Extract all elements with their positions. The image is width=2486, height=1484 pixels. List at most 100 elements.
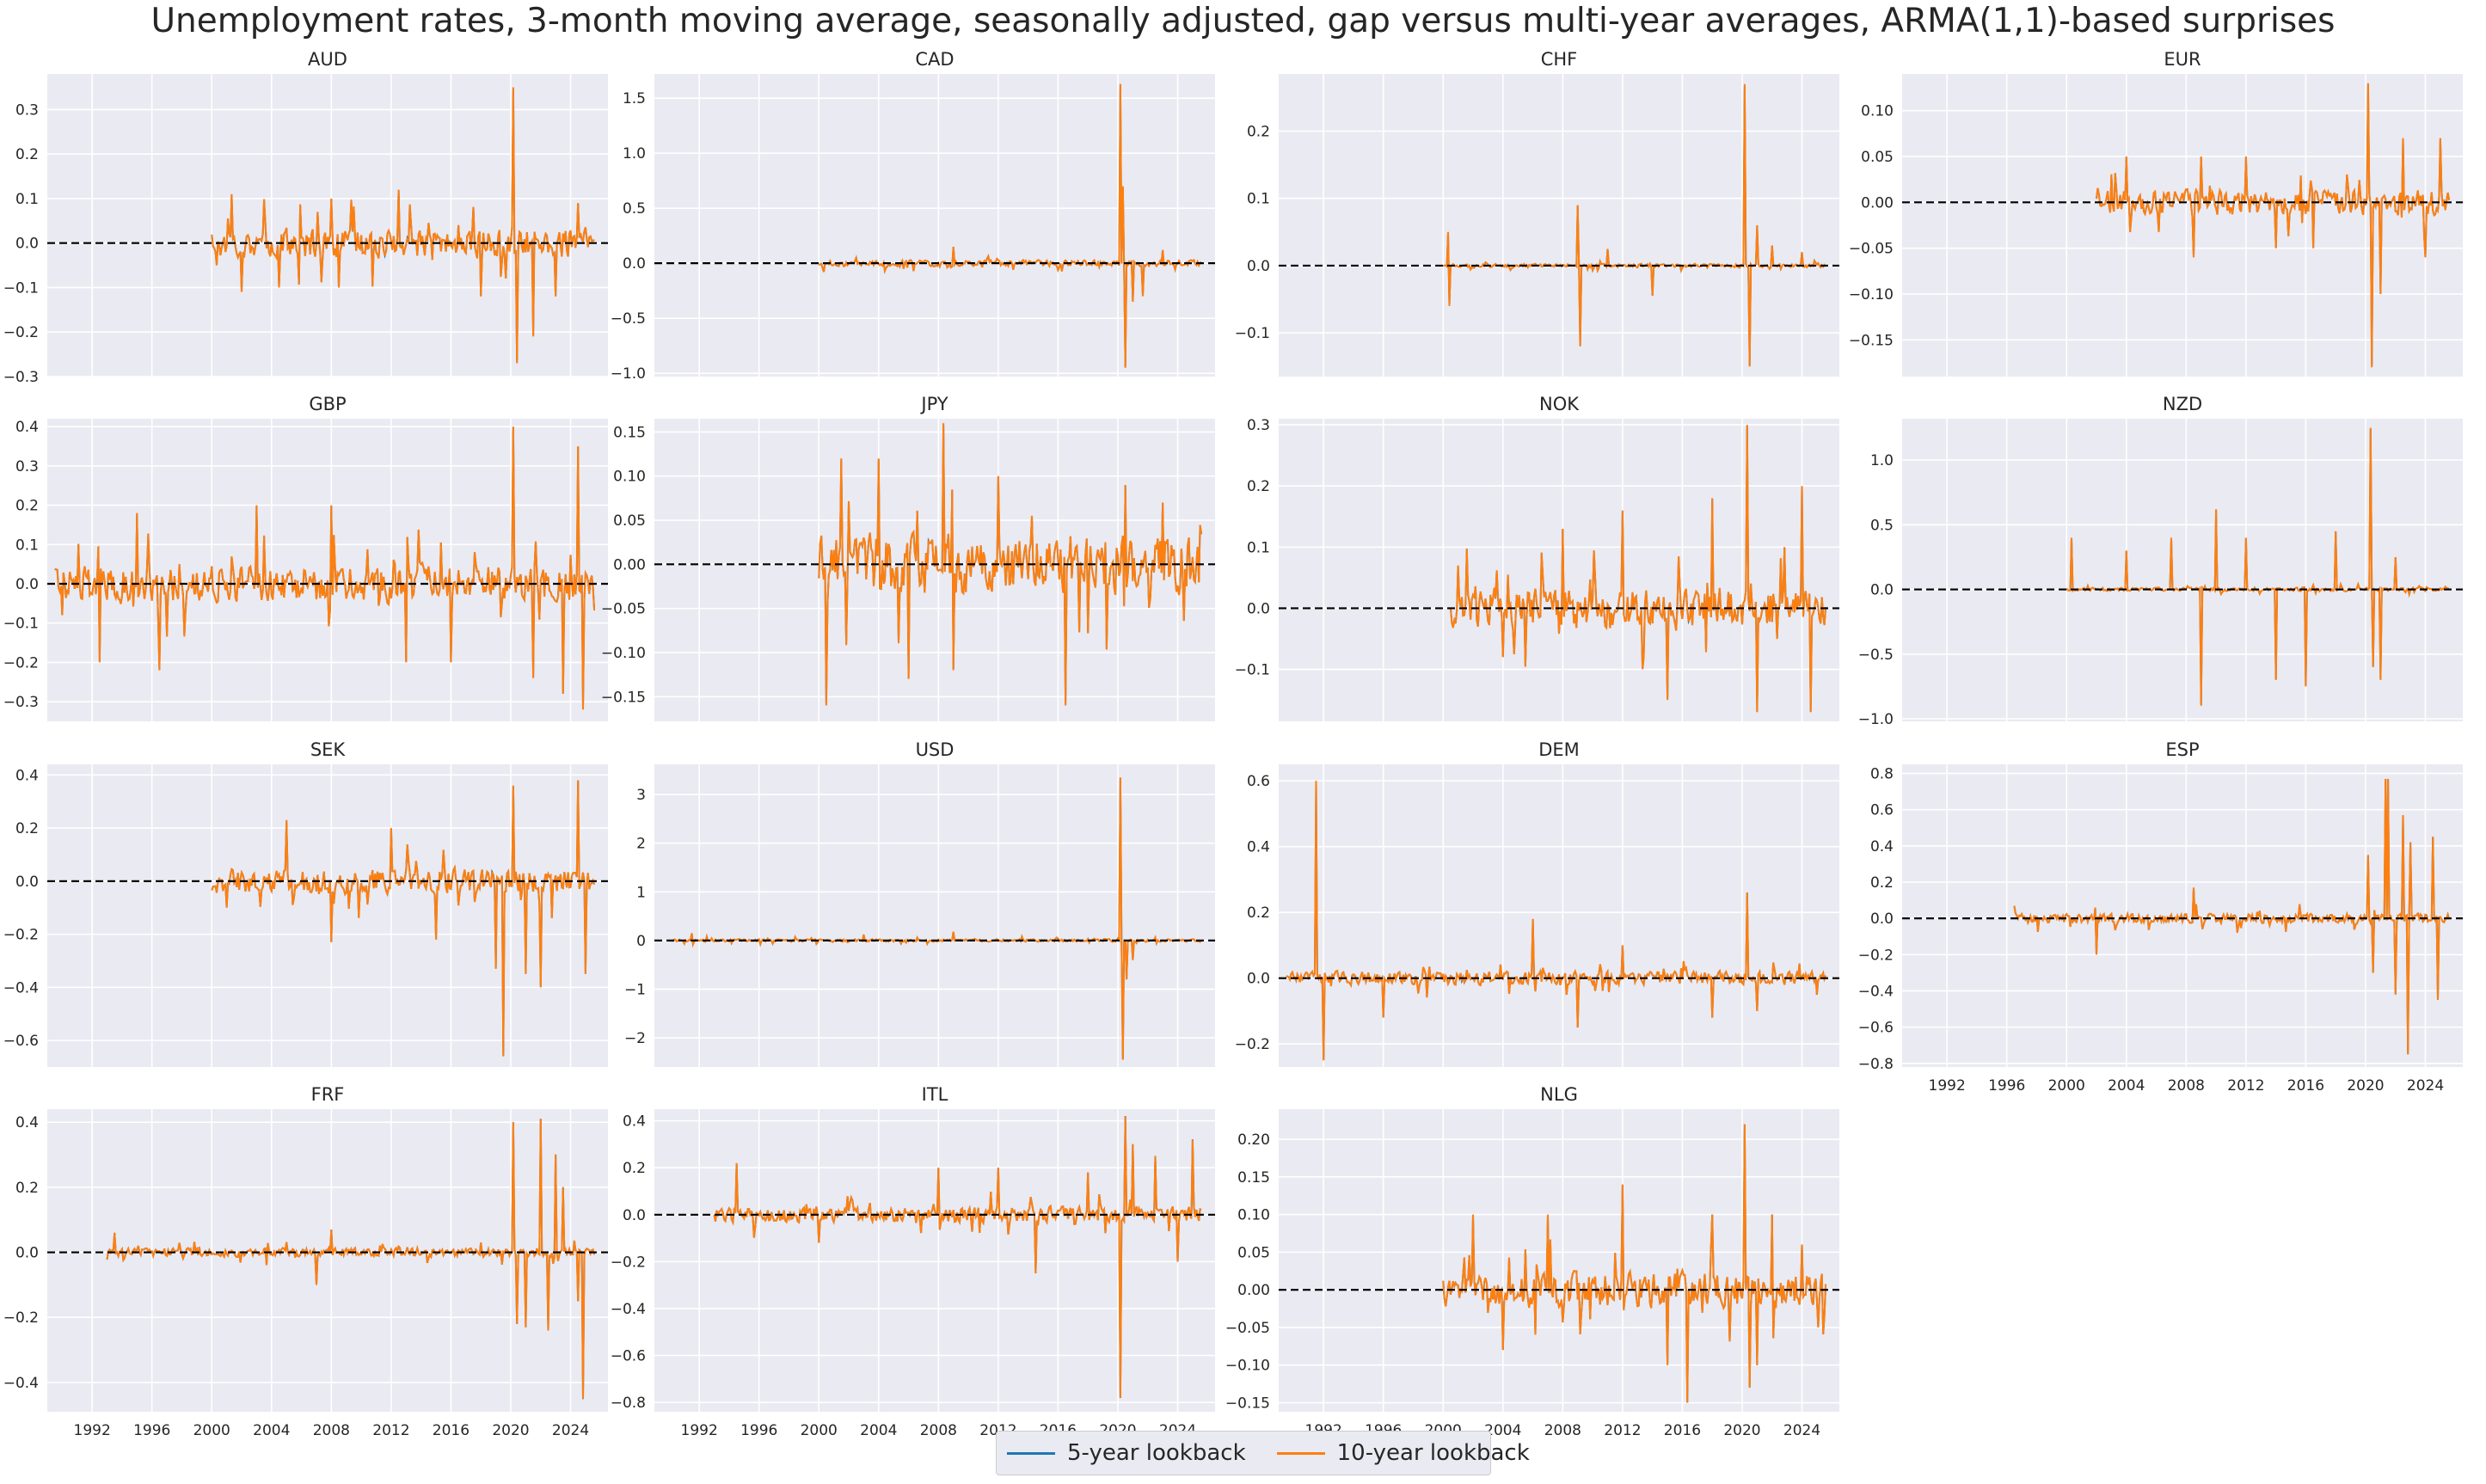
y-tick-label: 0.0 xyxy=(1870,911,1894,928)
panel-title: NLG xyxy=(1540,1084,1578,1105)
panel-chf: −0.1 0.0 0.1 0.2 CHF xyxy=(1235,49,1839,377)
x-tick-label: 2000 xyxy=(801,1422,838,1439)
x-tick-label: 1992 xyxy=(74,1422,111,1439)
y-tick-label: 0.1 xyxy=(15,191,39,208)
y-tick-label: −0.3 xyxy=(3,369,39,386)
y-tick-label: −0.1 xyxy=(3,279,39,297)
legend-label-5-year: 5-year lookback xyxy=(1067,1440,1246,1466)
chart-title: Unemployment rates, 3-month moving avera… xyxy=(150,2,2336,40)
panel-background xyxy=(654,764,1215,1067)
y-tick-label: 1.0 xyxy=(1870,452,1894,469)
y-tick-label: 0.0 xyxy=(1247,258,1270,275)
y-tick-label: −0.1 xyxy=(3,616,39,633)
panel-title: EUR xyxy=(2164,49,2201,70)
y-tick-label: −2 xyxy=(624,1030,646,1047)
x-tick-label: 2024 xyxy=(1783,1422,1820,1439)
series-line-10-year xyxy=(2096,83,2451,368)
x-tick-label: 1996 xyxy=(133,1422,170,1439)
panel-title: USD xyxy=(916,739,955,760)
y-tick-label: 0.1 xyxy=(15,537,39,554)
y-tick-label: −0.8 xyxy=(611,1395,646,1412)
series-line-10-year xyxy=(54,426,596,710)
y-tick-label: −0.15 xyxy=(601,689,646,706)
panel-title: ESP xyxy=(2165,739,2199,760)
x-tick-label: 2008 xyxy=(2168,1077,2205,1095)
y-tick-label: −0.6 xyxy=(1858,1020,1894,1037)
y-tick-label: 0.4 xyxy=(1247,839,1270,856)
y-tick-label: −0.2 xyxy=(1235,1036,1270,1053)
panel-background xyxy=(1279,764,1839,1067)
y-tick-label: 0.0 xyxy=(1870,582,1894,599)
y-tick-label: −0.2 xyxy=(3,324,39,341)
series-line-10-year xyxy=(211,780,596,1057)
x-tick-label: 2004 xyxy=(1484,1422,1521,1439)
y-tick-label: −1 xyxy=(624,981,646,998)
y-tick-label: 0.10 xyxy=(613,469,646,486)
y-tick-label: 0.2 xyxy=(1247,478,1270,495)
x-tick-label: 2020 xyxy=(2347,1077,2384,1095)
y-tick-label: 0.2 xyxy=(15,820,39,837)
legend-swatch-5-year xyxy=(1007,1451,1055,1455)
panel-title: AUD xyxy=(308,49,347,70)
y-tick-label: 3 xyxy=(636,787,646,804)
series-line-10-year xyxy=(1286,781,1827,1061)
panel-jpy: −0.15 −0.10 −0.05 0.00 0.05 0.10 0.15 JPY xyxy=(601,394,1215,721)
y-tick-label: 0 xyxy=(636,933,646,950)
panel-background xyxy=(47,419,608,721)
y-tick-label: 0.1 xyxy=(1247,191,1270,208)
y-tick-label: 0.8 xyxy=(1870,766,1894,783)
panel-nlg: −0.15−0.10−0.050.000.050.100.150.20NLG19… xyxy=(1225,1084,1839,1439)
y-tick-label: 2 xyxy=(636,836,646,853)
panel-gbp: −0.3 −0.2 −0.1 0.0 0.1 0.2 0.3 0.4 GBP xyxy=(3,394,608,721)
x-tick-label: 2008 xyxy=(313,1422,350,1439)
y-tick-label: 0.0 xyxy=(15,576,39,593)
x-tick-label: 2008 xyxy=(1544,1422,1581,1439)
y-tick-label: 0.0 xyxy=(15,1245,39,1262)
y-tick-label: −0.10 xyxy=(1849,286,1894,304)
x-tick-label: 2024 xyxy=(552,1422,589,1439)
y-tick-label: −0.05 xyxy=(1225,1320,1270,1337)
y-tick-label: 0.0 xyxy=(15,236,39,253)
y-tick-label: 0.4 xyxy=(15,767,39,784)
panel-background xyxy=(654,419,1215,721)
panel-title: SEK xyxy=(310,739,347,760)
y-tick-label: 0.10 xyxy=(1861,103,1894,120)
y-tick-label: 0.3 xyxy=(15,458,39,475)
y-tick-label: 1.0 xyxy=(623,145,646,163)
panel-title: FRF xyxy=(311,1084,345,1105)
x-tick-label: 2016 xyxy=(2287,1077,2324,1095)
y-tick-label: −0.2 xyxy=(1858,947,1894,964)
y-tick-label: −0.4 xyxy=(3,979,39,996)
panel-cad: −1.0 −0.5 0.0 0.5 1.0 1.5 CAD xyxy=(611,49,1215,383)
y-tick-label: 0.00 xyxy=(1861,194,1894,212)
legend-swatch-10-year xyxy=(1276,1451,1325,1455)
y-tick-label: 0.3 xyxy=(15,101,39,119)
series-line-10-year xyxy=(713,1116,1202,1398)
panel-background xyxy=(1279,1109,1839,1412)
y-tick-label: 0.15 xyxy=(1237,1169,1270,1187)
y-tick-label: −0.10 xyxy=(601,645,646,662)
y-tick-label: 0.05 xyxy=(1861,149,1894,166)
y-tick-label: −0.1 xyxy=(1235,325,1270,342)
panel-esp: −0.8 −0.6 −0.4 −0.2 0.0 0.2 0.4 0.6 0.8 ESP 1992 19… xyxy=(1858,739,2463,1095)
x-tick-label: 2012 xyxy=(372,1422,409,1439)
y-tick-label: −0.15 xyxy=(1849,332,1894,349)
y-tick-label: 0.05 xyxy=(613,512,646,530)
x-tick-label: 2012 xyxy=(2227,1077,2264,1095)
y-tick-label: −0.05 xyxy=(1849,241,1894,258)
y-tick-label: 0.6 xyxy=(1247,773,1270,790)
x-tick-label: 2004 xyxy=(253,1422,290,1439)
y-tick-label: 0.0 xyxy=(623,255,646,273)
y-tick-label: 0.5 xyxy=(623,200,646,218)
panel-title: GBP xyxy=(309,394,346,414)
y-tick-label: −0.4 xyxy=(3,1375,39,1392)
y-tick-label: 0.4 xyxy=(15,1114,39,1131)
series-line-10-year xyxy=(106,1119,596,1399)
x-tick-label: 1996 xyxy=(740,1422,777,1439)
x-tick-label: 1996 xyxy=(1988,1077,2025,1095)
y-tick-label: 0.4 xyxy=(623,1113,646,1131)
y-tick-label: 0.00 xyxy=(613,556,646,573)
panel-background xyxy=(47,1109,608,1412)
y-tick-label: 0.10 xyxy=(1237,1207,1270,1224)
